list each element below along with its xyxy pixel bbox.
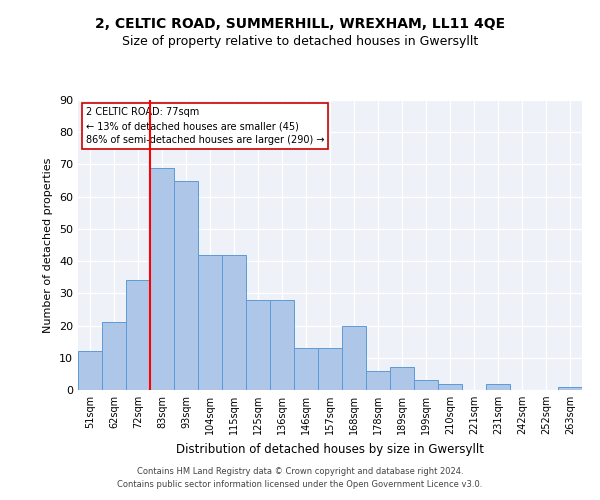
Y-axis label: Number of detached properties: Number of detached properties [43, 158, 53, 332]
Text: Contains HM Land Registry data © Crown copyright and database right 2024.: Contains HM Land Registry data © Crown c… [137, 467, 463, 476]
Bar [366, 370, 390, 390]
Bar [102, 322, 126, 390]
Bar [126, 280, 150, 390]
Bar [486, 384, 510, 390]
Bar [414, 380, 438, 390]
Bar [390, 368, 414, 390]
Text: Size of property relative to detached houses in Gwersyllt: Size of property relative to detached ho… [122, 35, 478, 48]
X-axis label: Distribution of detached houses by size in Gwersyllt: Distribution of detached houses by size … [176, 442, 484, 456]
Text: Contains public sector information licensed under the Open Government Licence v3: Contains public sector information licen… [118, 480, 482, 489]
Bar [198, 254, 222, 390]
Bar [174, 180, 198, 390]
Bar [294, 348, 318, 390]
Bar [270, 300, 294, 390]
Bar [438, 384, 462, 390]
Bar [78, 352, 102, 390]
Bar [222, 254, 246, 390]
Bar [342, 326, 366, 390]
Text: 2 CELTIC ROAD: 77sqm
← 13% of detached houses are smaller (45)
86% of semi-detac: 2 CELTIC ROAD: 77sqm ← 13% of detached h… [86, 108, 324, 146]
Bar [318, 348, 342, 390]
Text: 2, CELTIC ROAD, SUMMERHILL, WREXHAM, LL11 4QE: 2, CELTIC ROAD, SUMMERHILL, WREXHAM, LL1… [95, 18, 505, 32]
Bar [246, 300, 270, 390]
Bar [150, 168, 174, 390]
Bar [558, 387, 582, 390]
